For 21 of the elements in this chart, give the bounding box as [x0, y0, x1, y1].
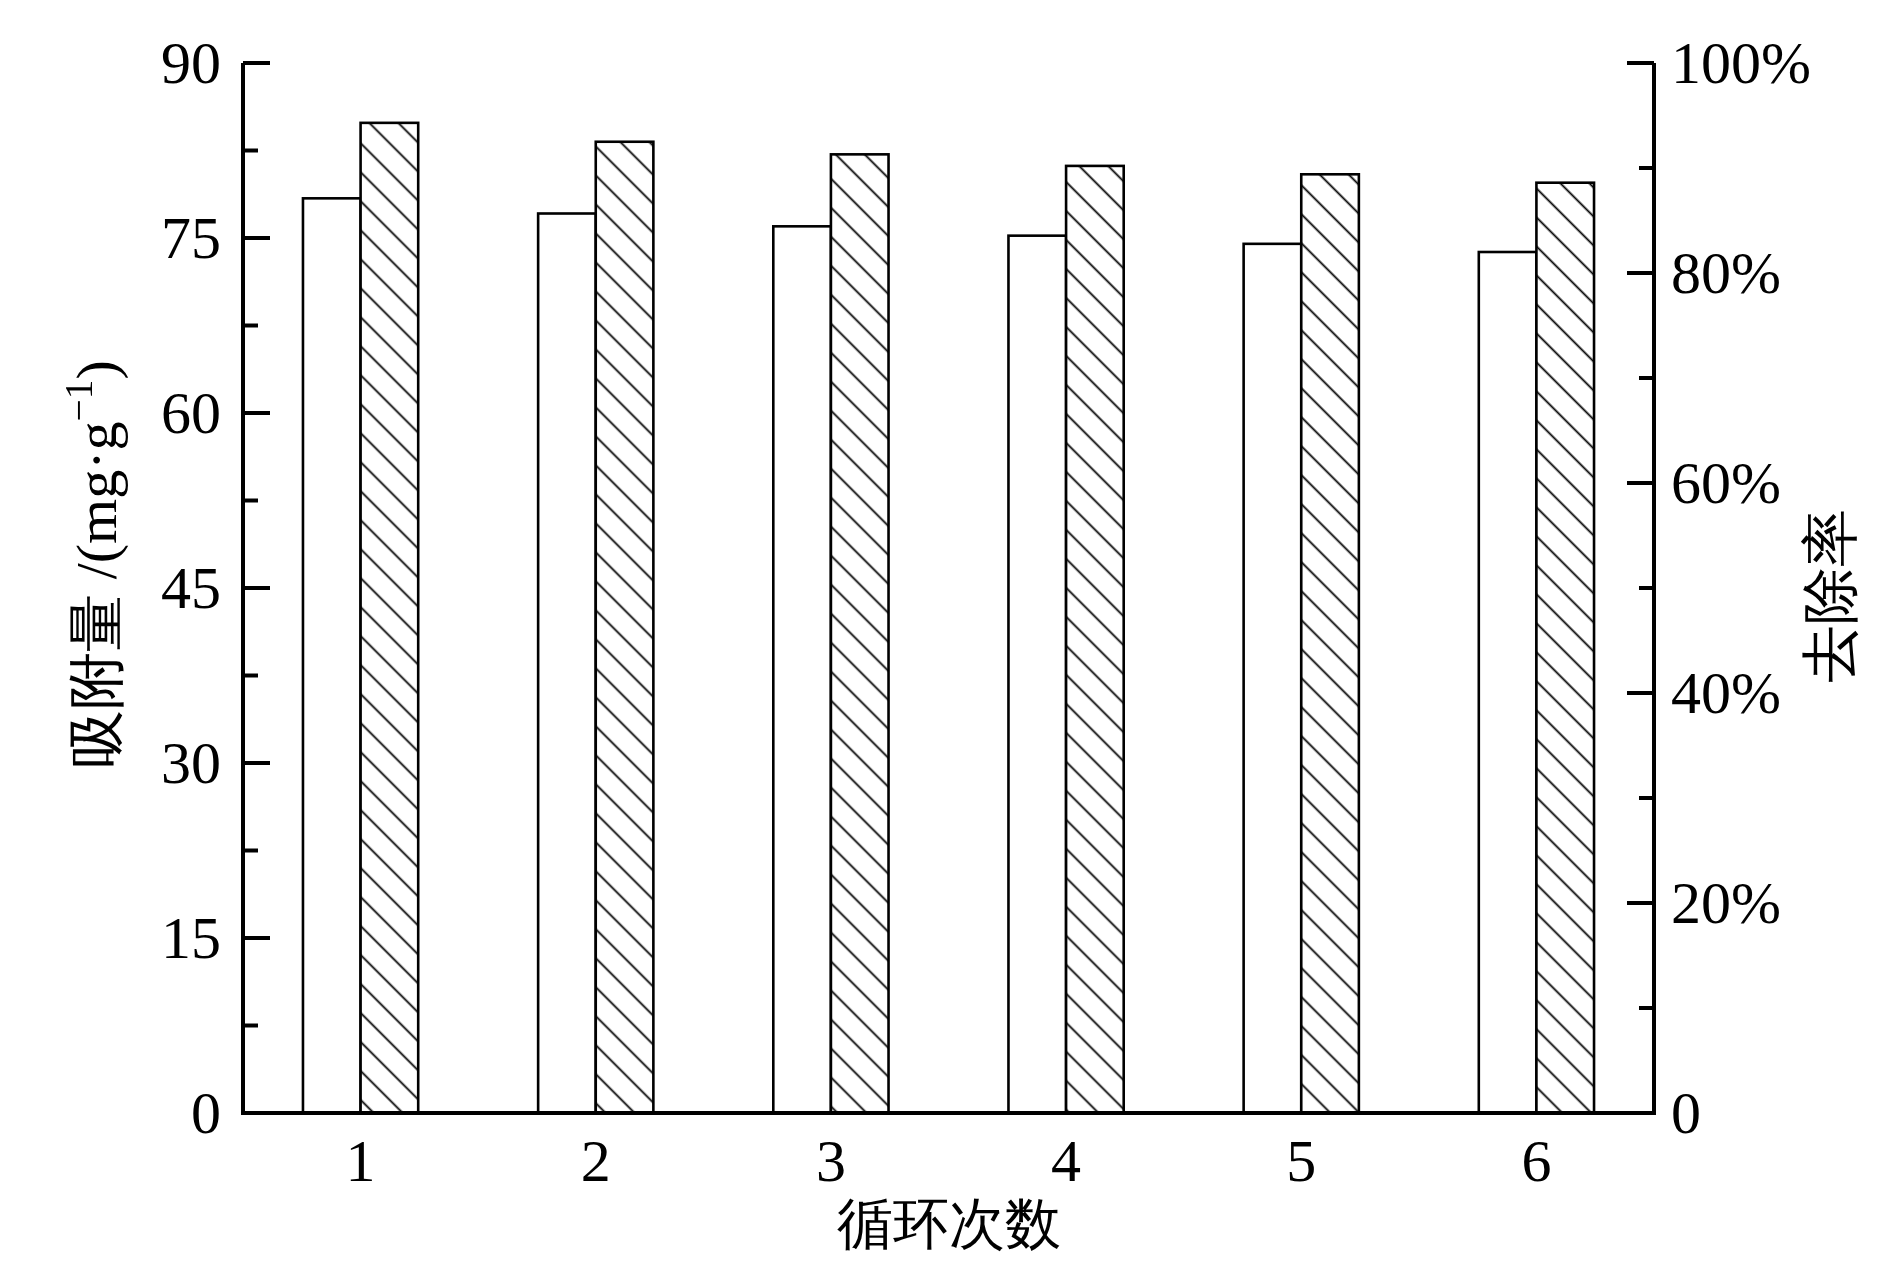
ytick-label: 15 [161, 905, 221, 972]
y2tick-label: 40% [1671, 660, 1781, 727]
y2tick-label: 100% [1671, 30, 1811, 97]
ytick-label: 45 [161, 555, 221, 622]
y2tick-label: 20% [1671, 870, 1781, 937]
xtick-label: 5 [1286, 1128, 1317, 1194]
y2tick-label: 0 [1671, 1080, 1701, 1147]
ytick-label: 0 [191, 1080, 221, 1147]
ytick-label: 75 [161, 205, 221, 272]
xtick-label: 4 [1051, 1128, 1082, 1194]
xtick-label: 1 [345, 1128, 376, 1194]
ytick-label: 60 [161, 380, 221, 447]
xtick-label: 6 [1521, 1128, 1552, 1194]
y2tick-label: 60% [1671, 450, 1781, 517]
y2tick-label: 80% [1671, 240, 1781, 307]
xlabel: 循环次数 [836, 1193, 1061, 1255]
ytick-label: 30 [161, 730, 221, 797]
xtick-label: 3 [815, 1128, 846, 1194]
xtick-label: 2 [580, 1128, 611, 1194]
y2label: 去除率 [1798, 509, 1863, 683]
ytick-label: 90 [161, 30, 221, 97]
